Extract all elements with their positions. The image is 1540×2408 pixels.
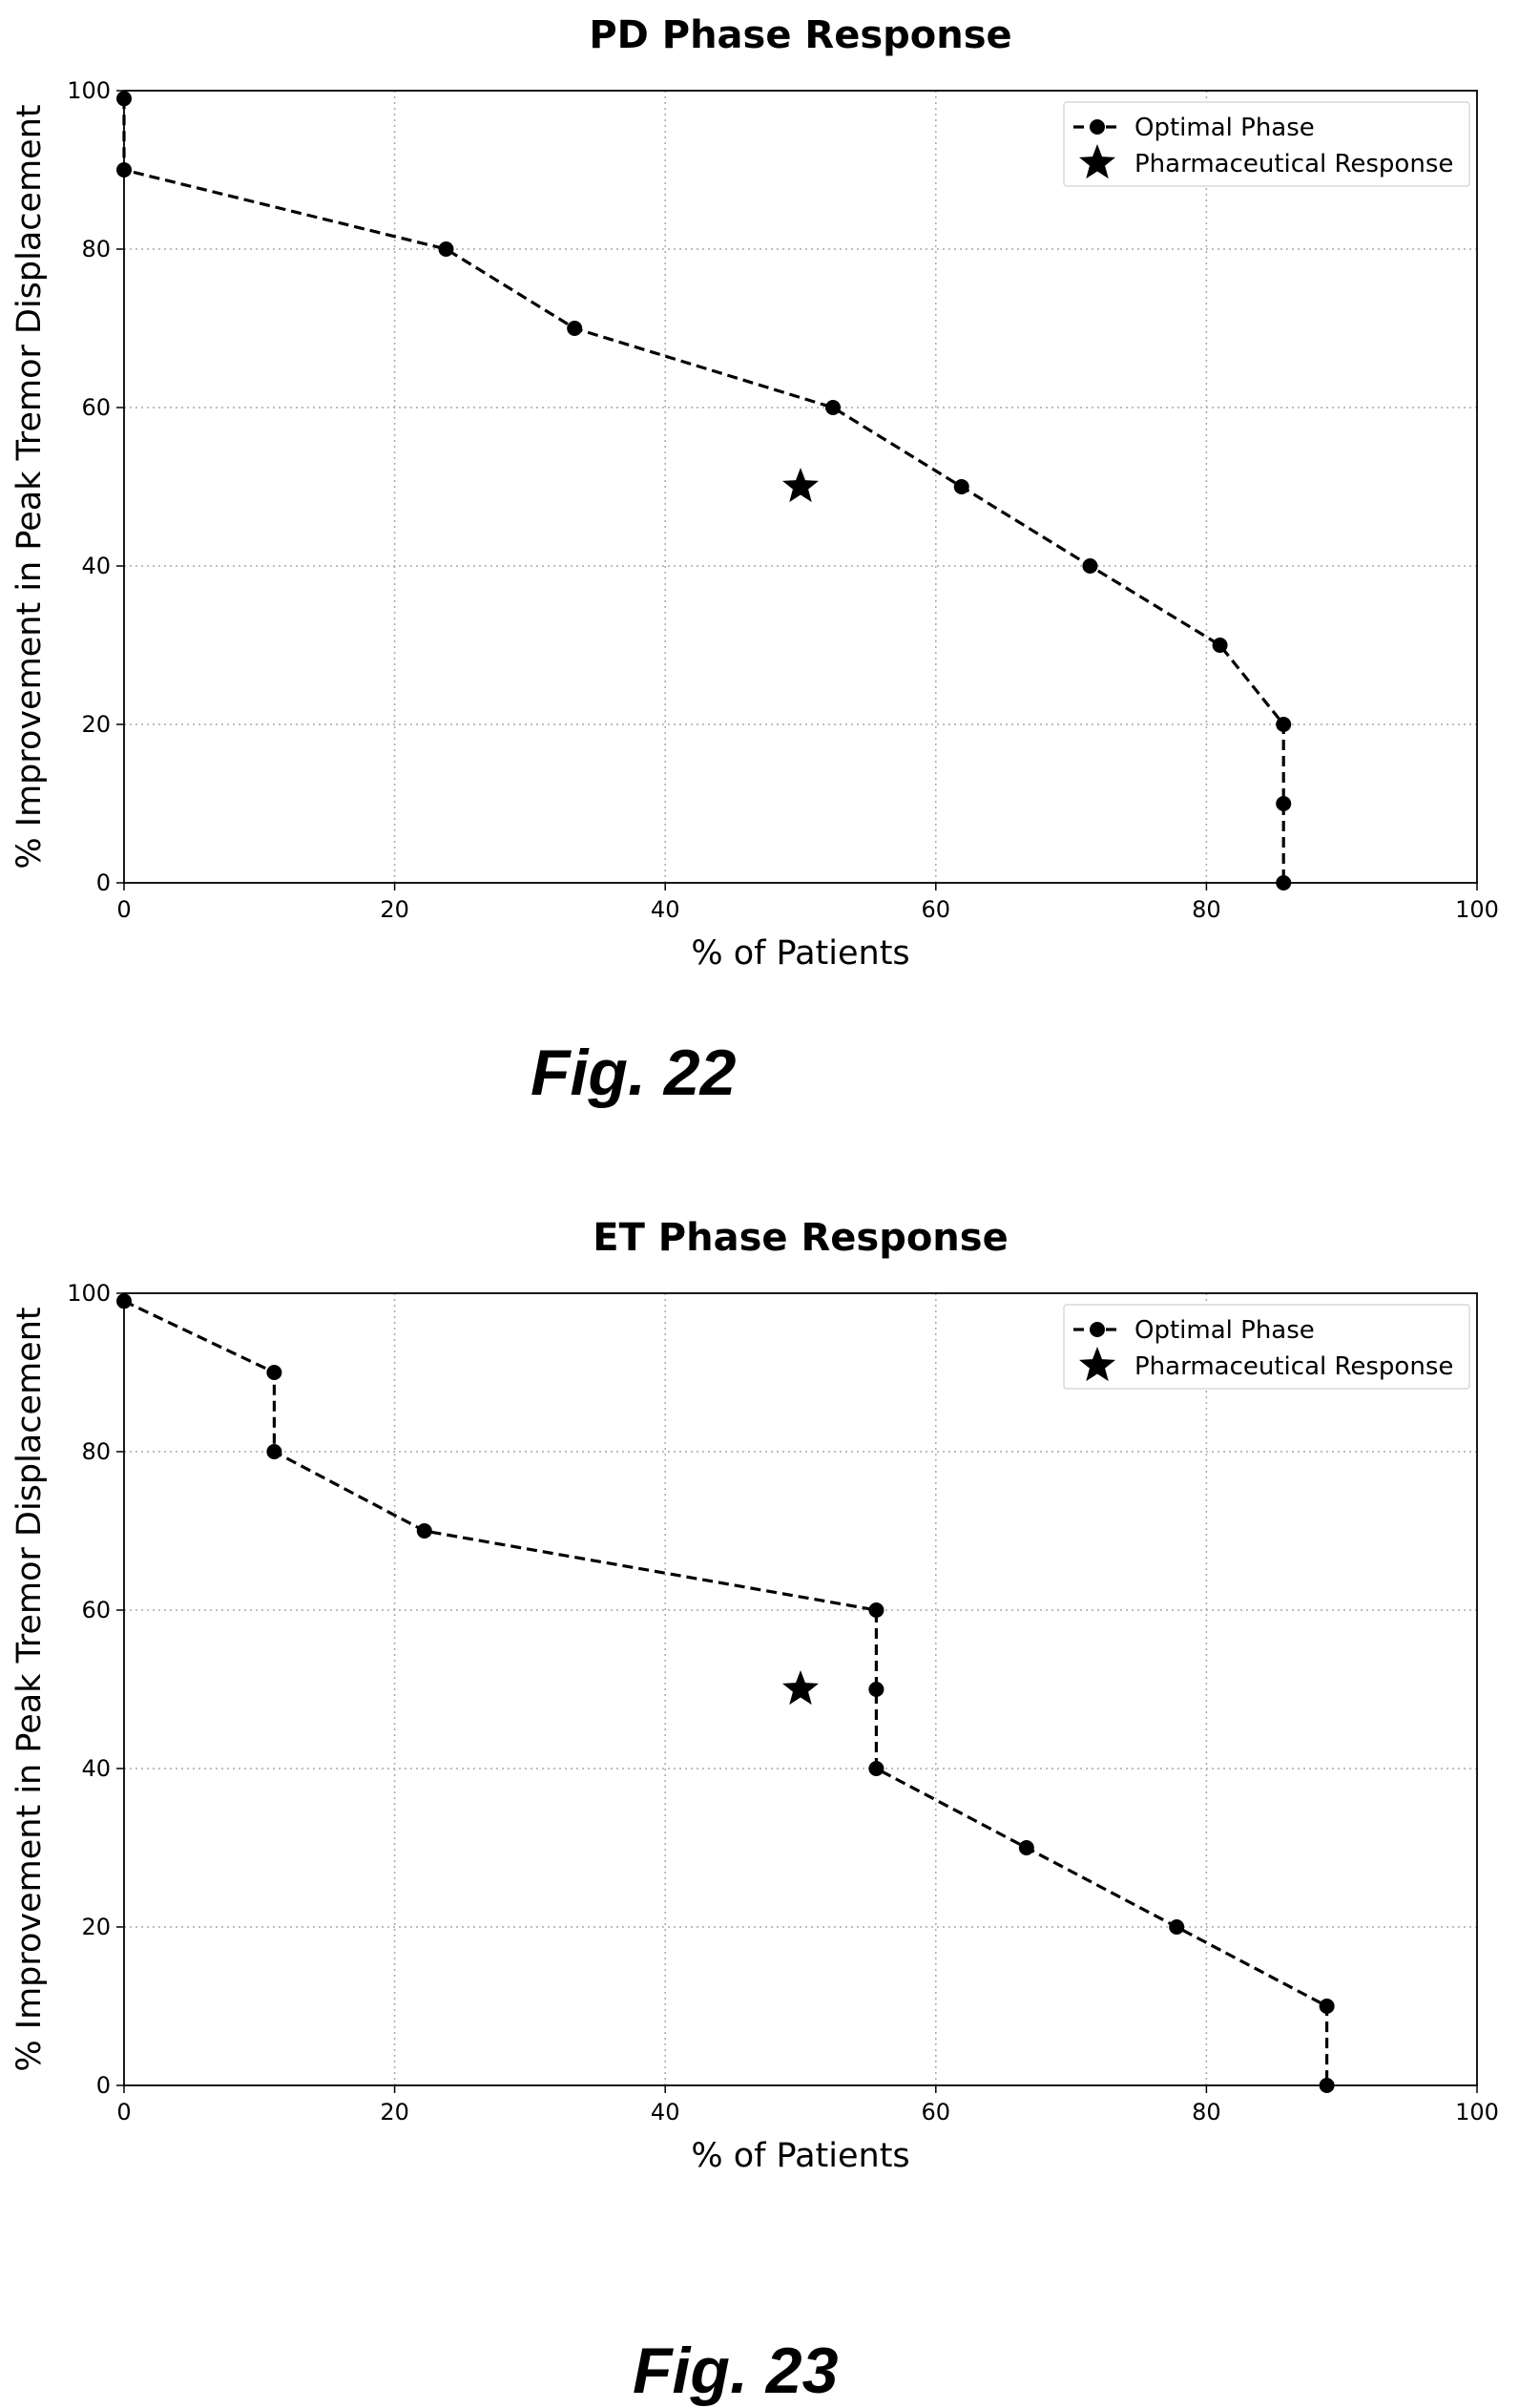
x-tick-label: 60 [922, 896, 951, 923]
data-point [116, 91, 132, 107]
legend: Optimal Phase Pharmaceutical Response [1063, 101, 1470, 187]
series-optimal-phase [116, 1293, 1335, 2093]
legend-star-swatch [1078, 1347, 1116, 1382]
y-tick-label: 40 [81, 1755, 111, 1782]
data-point [1276, 796, 1292, 811]
chart-et-phase-response: ET Phase Response 0 20 40 60 80 100 0 20 40 60 80 10… [10, 1216, 1499, 2175]
chart-pd-phase-response: PD Phase Response 0 20 40 60 80 100 0 20 40 60 80 10… [10, 13, 1499, 973]
y-axis-label: % Improvement in Peak Tremor Displacemen… [10, 104, 49, 869]
data-point [266, 1444, 282, 1459]
y-tick-label: 0 [96, 869, 111, 896]
data-point [1169, 1919, 1185, 1935]
data-point [116, 162, 132, 178]
x-axis-ticks: 0 20 40 60 80 100 [116, 883, 1499, 923]
x-tick-label: 20 [380, 896, 409, 923]
legend: Optimal Phase Pharmaceutical Response [1063, 1304, 1470, 1390]
y-tick-label: 80 [81, 236, 111, 262]
x-tick-label: 0 [116, 896, 131, 923]
x-tick-label: 80 [1192, 896, 1221, 923]
data-point [116, 1293, 132, 1309]
x-tick-label: 20 [380, 2099, 409, 2125]
x-tick-label: 60 [922, 2099, 951, 2125]
legend-label: Pharmaceutical Response [1134, 150, 1453, 178]
data-point [567, 321, 583, 336]
x-axis-ticks: 0 20 40 60 80 100 [116, 2085, 1499, 2125]
data-point [825, 400, 842, 415]
plot-frame [123, 90, 1478, 884]
figure-et-phase-response: ET Phase Response 0 20 40 60 80 100 0 20 40 60 80 10… [0, 1212, 1540, 2407]
y-tick-label: 0 [96, 2072, 111, 2099]
data-point [1082, 558, 1098, 574]
grid-lines [124, 91, 1477, 883]
star-marker [781, 1670, 820, 1706]
y-tick-label: 20 [81, 1914, 111, 1940]
legend-circle-swatch [1090, 1322, 1105, 1337]
x-tick-label: 40 [651, 896, 680, 923]
x-tick-label: 100 [1455, 2099, 1499, 2125]
plot-frame [123, 1292, 1478, 2086]
series-line [123, 1299, 1329, 2085]
series-line [122, 98, 1285, 883]
y-axis-label: % Improvement in Peak Tremor Displacemen… [10, 1307, 49, 2071]
x-tick-label: 0 [116, 2099, 131, 2125]
data-point [416, 1523, 432, 1539]
legend-box [1063, 101, 1470, 187]
grid-lines [124, 1293, 1477, 2085]
data-point [1018, 1840, 1034, 1855]
legend-label: Optimal Phase [1134, 114, 1315, 142]
y-tick-label: 80 [81, 1438, 111, 1465]
chart-title: PD Phase Response [589, 13, 1011, 57]
star-marker [781, 468, 820, 503]
y-axis-ticks: 0 20 40 60 80 100 [67, 77, 124, 896]
y-tick-label: 40 [81, 553, 111, 579]
legend-box [1063, 1304, 1470, 1390]
figure-caption: Fig. 22 [531, 1036, 737, 1109]
data-point [1276, 717, 1292, 732]
figure-pd-phase-response: PD Phase Response 0 20 40 60 80 100 0 20 40 60 80 10… [0, 0, 1540, 1145]
y-tick-label: 60 [81, 394, 111, 421]
data-point [266, 1365, 282, 1380]
y-tick-label: 60 [81, 1597, 111, 1623]
data-point [868, 1682, 884, 1697]
series-pharmaceutical-response [781, 468, 820, 503]
legend-label: Optimal Phase [1134, 1316, 1315, 1345]
x-axis-label: % of Patients [691, 934, 909, 973]
x-axis-label: % of Patients [691, 2137, 909, 2175]
y-tick-label: 100 [67, 77, 111, 104]
series-pharmaceutical-response [781, 1670, 820, 1706]
data-point [1319, 2078, 1335, 2093]
legend-star-swatch [1078, 144, 1116, 179]
chart-title: ET Phase Response [593, 1216, 1008, 1260]
y-tick-label: 100 [67, 1280, 111, 1307]
legend-label: Pharmaceutical Response [1134, 1352, 1453, 1381]
data-point [868, 1602, 884, 1618]
x-tick-label: 40 [651, 2099, 680, 2125]
x-tick-label: 100 [1455, 896, 1499, 923]
data-point [1212, 638, 1228, 653]
data-point [868, 1761, 884, 1776]
figure-caption: Fig. 23 [633, 2335, 839, 2407]
data-point [953, 479, 969, 494]
y-axis-ticks: 0 20 40 60 80 100 [67, 1280, 124, 2099]
data-point [1319, 1999, 1335, 2014]
series-optimal-phase [116, 91, 1292, 890]
legend-circle-swatch [1090, 119, 1105, 135]
data-point [1276, 875, 1292, 890]
y-tick-label: 20 [81, 711, 111, 738]
x-tick-label: 80 [1192, 2099, 1221, 2125]
data-point [438, 241, 454, 257]
